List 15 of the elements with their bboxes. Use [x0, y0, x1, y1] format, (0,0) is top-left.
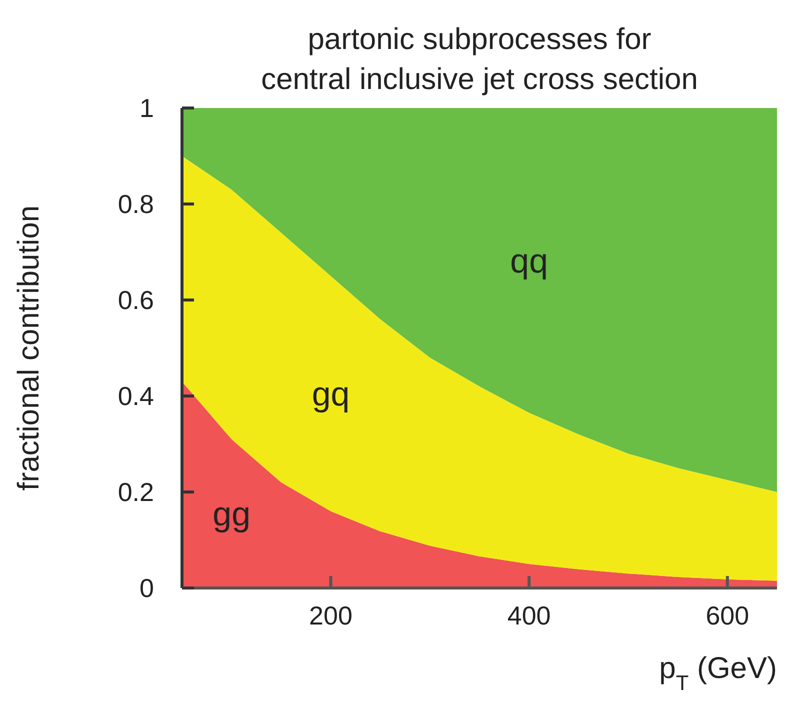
chart-title: partonic subprocesses for central inclusive jet cross section — [260, 22, 699, 98]
y-tick-label: 0.8 — [118, 189, 154, 220]
series-label: qq — [510, 242, 548, 280]
y-tick-label: 0 — [140, 573, 154, 604]
y-tick-label: 0.4 — [118, 381, 154, 412]
y-tick-label: 0.2 — [118, 477, 154, 508]
series-label: gg — [212, 496, 250, 534]
series-label: gq — [312, 376, 350, 414]
x-tick-label: 200 — [309, 600, 352, 630]
y-tick-label: 0.6 — [118, 285, 154, 316]
y-tick-label: 1 — [140, 93, 154, 124]
y-axis-title: fractional contribution — [12, 205, 46, 491]
x-tick-label: 400 — [507, 600, 551, 630]
x-tick-label: 600 — [706, 600, 750, 630]
x-axis-title: p$_{T}$ (GeV) — [659, 652, 777, 694]
